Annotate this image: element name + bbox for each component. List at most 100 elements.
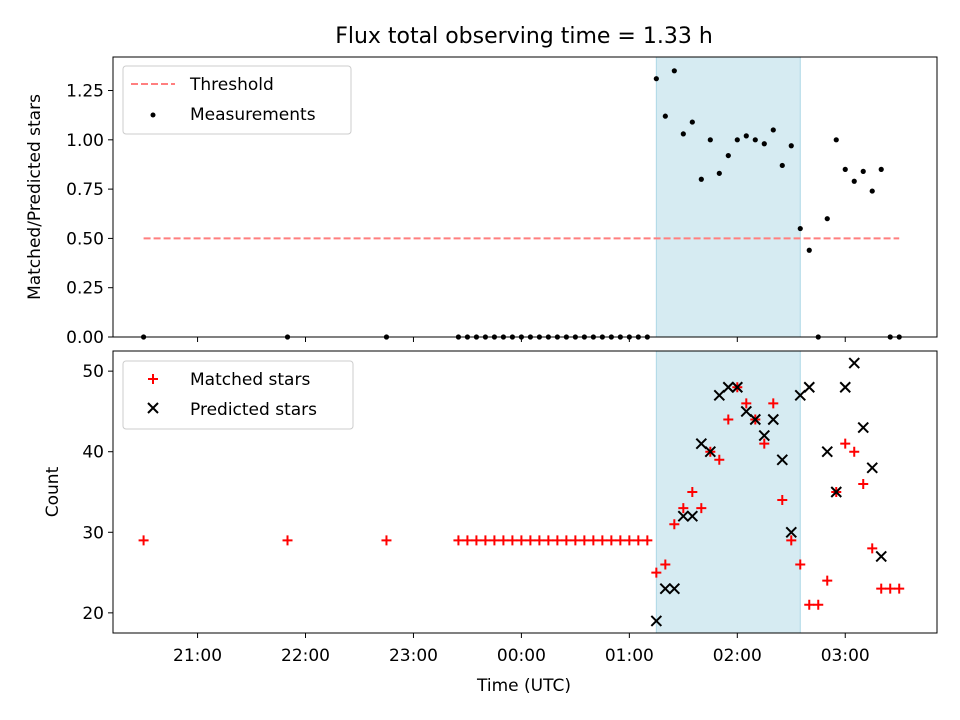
matched-star-point [516, 535, 527, 546]
bottom-legend: Matched stars Predicted stars [122, 360, 354, 430]
shaded-interval [655, 56, 801, 338]
top-x-ticks [197, 337, 846, 342]
x-tick-label: 21:00 [173, 646, 222, 666]
bottom-shaded-region [655, 350, 801, 634]
predicted-star-point [659, 582, 672, 595]
measurement-point [851, 178, 857, 184]
measurement-point [788, 143, 794, 149]
top-axes: 0.00 0.25 0.50 0.75 1.00 1.25 Matched/Predict… [25, 56, 938, 348]
matched-star-point [597, 535, 608, 546]
matched-star-point [786, 535, 797, 546]
matched-star-point [282, 535, 293, 546]
x-tick-label: 00:00 [497, 646, 546, 666]
predicted-star-point [668, 582, 681, 595]
matched-star-point [138, 535, 149, 546]
matched-star-point [561, 535, 572, 546]
x-tick-label: 01:00 [605, 646, 654, 666]
x-axis-label: Time (UTC) [476, 676, 571, 696]
matched-star-point [687, 487, 698, 497]
top-legend-box [122, 65, 352, 135]
top-shaded-region [655, 56, 801, 338]
bottom-y-ticks: 20 30 40 50 [82, 362, 113, 624]
measurement-point [842, 166, 848, 172]
matched-star-point [633, 535, 644, 546]
matched-star-point [876, 583, 887, 594]
matched-star-point [642, 535, 653, 546]
matched-star-point [534, 535, 545, 546]
matched-star-point [579, 535, 590, 546]
matched-star-point [795, 559, 806, 570]
matched-star-point [867, 543, 878, 554]
matched-star-point [606, 535, 617, 546]
matched-star-point [894, 583, 905, 594]
bottom-y-axis-label: Count [43, 466, 63, 517]
measurement-point [707, 137, 713, 143]
predicted-star-point [848, 357, 860, 369]
predicted-star-point [740, 405, 753, 418]
measurement-point [779, 162, 785, 169]
predicted-star-point [839, 381, 851, 393]
y-tick-label: 0.75 [66, 180, 104, 200]
matched-star-point [615, 535, 626, 546]
matched-star-point [759, 438, 770, 449]
measurement-point [671, 68, 677, 74]
predicted-star-point [830, 486, 842, 498]
matched-star-point [813, 599, 824, 610]
matched-star-point [696, 503, 707, 514]
predicted-star-point [767, 413, 779, 426]
matched-star-point [651, 567, 662, 578]
bottom-axes: 20 30 40 50 21:00 22:00 23:00 00:00 01:00 02:00 0… [43, 350, 938, 696]
measurement-point [761, 141, 767, 147]
matched-star-point [741, 398, 752, 409]
measurement-point [662, 113, 668, 119]
y-tick-label: 0.00 [66, 328, 104, 348]
matched-star-point [624, 535, 635, 546]
top-y-ticks: 0.00 0.25 0.50 0.75 1.00 1.25 [66, 82, 113, 348]
predicted-star-point [713, 389, 726, 402]
shaded-interval [655, 350, 801, 634]
measurement-point [734, 137, 740, 143]
legend-matched-swatch [148, 374, 158, 384]
matched-star-point [552, 535, 563, 546]
predicted-star-point [722, 381, 735, 393]
matched-star-point [714, 454, 725, 465]
predicted-star-point [749, 413, 761, 426]
legend-predicted-label: Predicted stars [190, 400, 317, 420]
matched-star-point [858, 478, 869, 489]
predicted-star-point [677, 510, 690, 522]
measurement-point [752, 137, 758, 143]
matched-star-point [678, 503, 689, 514]
legend-matched-label: Matched stars [190, 370, 310, 390]
x-tick-label: 23:00 [389, 646, 438, 666]
predicted-stars-points [650, 357, 887, 627]
top-y-axis-label: Matched/Predicted stars [25, 94, 45, 300]
matched-star-point [804, 599, 815, 610]
measurement-point [680, 131, 686, 137]
matched-star-point [489, 535, 500, 546]
matched-star-point [849, 446, 860, 457]
measurement-point [770, 127, 776, 133]
predicted-star-point [785, 526, 797, 538]
predicted-star-point [695, 437, 708, 450]
y-tick-label: 30 [82, 523, 104, 543]
matched-star-point [381, 535, 392, 546]
legend-measurements-swatch [150, 112, 156, 118]
measurement-point [698, 176, 704, 182]
measurement-point [653, 76, 659, 82]
matched-star-point [498, 535, 509, 546]
matched-star-point [660, 559, 671, 570]
matched-star-point [462, 535, 473, 546]
predicted-star-point [794, 389, 806, 402]
predicted-star-point [866, 462, 878, 474]
predicted-star-point [704, 446, 717, 458]
top-legend: Threshold Measurements [122, 65, 352, 135]
matched-star-point [453, 535, 464, 546]
predicted-star-point [686, 510, 699, 522]
matched-star-point [777, 495, 788, 506]
predicted-star-point [776, 454, 788, 466]
matched-star-point [822, 575, 833, 586]
measurement-point [716, 170, 722, 176]
measurement-point [824, 216, 830, 222]
matched-star-point [507, 535, 518, 546]
